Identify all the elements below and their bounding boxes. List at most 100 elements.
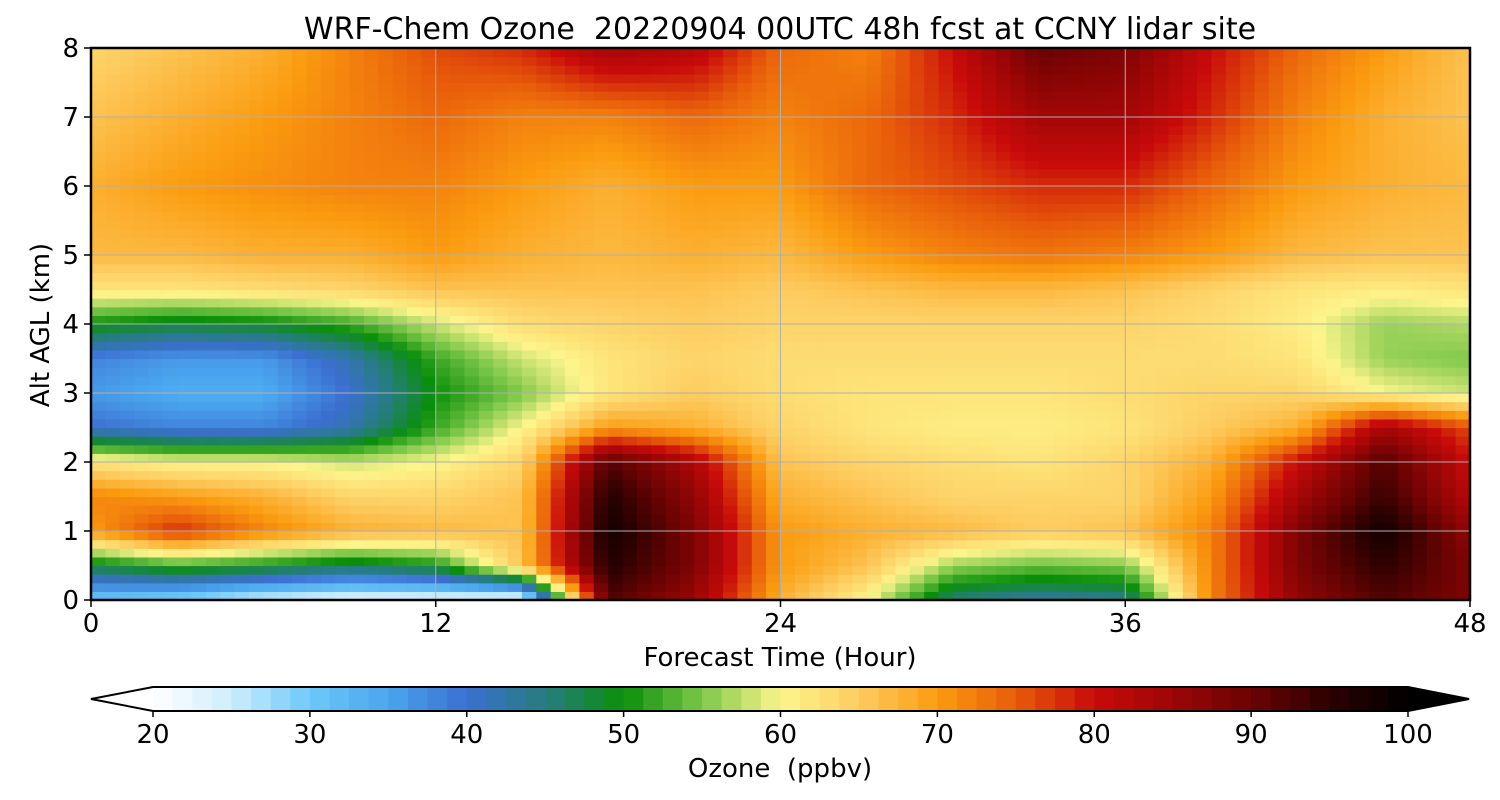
heatmap-cell xyxy=(1082,444,1098,454)
heatmap-cell xyxy=(177,194,193,204)
heatmap-cell xyxy=(866,574,882,584)
heatmap-cell xyxy=(349,341,365,351)
heatmap-cell xyxy=(292,436,308,446)
heatmap-cell xyxy=(306,194,322,204)
heatmap-cell xyxy=(105,246,121,256)
heatmap-cell xyxy=(421,513,437,523)
heatmap-cell xyxy=(1369,375,1385,385)
heatmap-cell xyxy=(579,151,595,161)
heatmap-cell xyxy=(1182,186,1198,196)
heatmap-cell xyxy=(205,151,221,161)
heatmap-cell xyxy=(1326,349,1342,360)
heatmap-cell xyxy=(1010,513,1026,523)
heatmap-cell xyxy=(708,203,724,213)
heatmap-cell xyxy=(306,229,322,239)
heatmap-cell xyxy=(507,298,523,308)
heatmap-cell xyxy=(177,255,193,265)
heatmap-cell xyxy=(1340,220,1356,230)
heatmap-cell xyxy=(1168,496,1184,506)
heatmap-cell xyxy=(550,324,566,334)
heatmap-cell xyxy=(1297,436,1313,446)
heatmap-cell xyxy=(220,186,236,196)
heatmap-cell xyxy=(1355,574,1371,584)
heatmap-cell xyxy=(1110,548,1126,558)
heatmap-cell xyxy=(651,513,667,523)
heatmap-cell xyxy=(751,565,767,575)
heatmap-cell xyxy=(1240,505,1256,515)
heatmap-cell xyxy=(205,168,221,178)
heatmap-cell xyxy=(1455,298,1471,308)
heatmap-cell xyxy=(450,237,466,247)
heatmap-cell xyxy=(119,203,135,213)
heatmap-cell xyxy=(895,237,911,247)
heatmap-cell xyxy=(1110,505,1126,515)
heatmap-cell xyxy=(895,487,911,498)
heatmap-cell xyxy=(320,341,336,351)
heatmap-cell xyxy=(464,220,480,230)
heatmap-cell xyxy=(622,168,638,178)
heatmap-cell xyxy=(1153,367,1169,377)
heatmap-cell xyxy=(1340,306,1356,316)
heatmap-cell xyxy=(852,548,868,558)
heatmap-cell xyxy=(162,229,178,239)
heatmap-cell xyxy=(1125,418,1141,429)
heatmap-cell xyxy=(450,453,466,463)
heatmap-cell xyxy=(407,462,422,472)
heatmap-cell xyxy=(277,436,293,446)
heatmap-cell xyxy=(866,263,882,273)
heatmap-cell xyxy=(478,324,494,334)
heatmap-cell xyxy=(665,341,681,351)
heatmap-cell xyxy=(809,505,825,515)
heatmap-cell xyxy=(1010,496,1026,506)
heatmap-cell xyxy=(1168,556,1184,567)
heatmap-cell xyxy=(952,548,968,558)
heatmap-cell xyxy=(320,220,336,230)
heatmap-cell xyxy=(981,298,997,308)
heatmap-cell xyxy=(1311,194,1327,204)
heatmap-cell xyxy=(91,367,106,377)
heatmap-cell xyxy=(938,375,954,385)
heatmap-cell xyxy=(1168,487,1184,498)
heatmap-cell xyxy=(378,410,394,420)
heatmap-cell xyxy=(823,194,839,204)
heatmap-cell xyxy=(1211,410,1227,420)
heatmap-cell xyxy=(1211,462,1227,472)
heatmap-cell xyxy=(852,194,868,204)
heatmap-cell xyxy=(981,315,997,325)
heatmap-cell xyxy=(292,487,308,498)
heatmap-cell xyxy=(292,341,308,351)
heatmap-cell xyxy=(967,401,983,411)
heatmap-cell xyxy=(1383,246,1399,256)
heatmap-cell xyxy=(665,280,681,291)
heatmap-cell xyxy=(895,332,911,342)
heatmap-cell xyxy=(895,462,911,472)
heatmap-cell xyxy=(91,574,106,584)
heatmap-cell xyxy=(464,513,480,523)
heatmap-cell xyxy=(263,418,279,429)
heatmap-cell xyxy=(134,522,150,532)
heatmap-cell xyxy=(751,487,767,498)
heatmap-cell xyxy=(450,332,466,342)
heatmap-cell xyxy=(292,591,308,601)
heatmap-cell xyxy=(679,177,695,187)
heatmap-cell xyxy=(1082,418,1098,429)
heatmap-cell xyxy=(967,229,983,239)
heatmap-cell xyxy=(1297,237,1313,247)
heatmap-cell xyxy=(119,168,135,178)
heatmap-cell xyxy=(249,255,264,265)
heatmap-cell xyxy=(349,349,365,360)
heatmap-cell xyxy=(608,324,624,334)
heatmap-cell xyxy=(608,574,624,584)
heatmap-cell xyxy=(809,410,825,420)
heatmap-cell xyxy=(277,280,293,291)
heatmap-cell xyxy=(1110,332,1126,342)
heatmap-cell xyxy=(651,418,667,429)
heatmap-cell xyxy=(493,565,509,575)
heatmap-cell xyxy=(1398,479,1414,489)
heatmap-cell xyxy=(421,358,437,368)
heatmap-cell xyxy=(1053,324,1069,334)
heatmap-cell xyxy=(1211,229,1227,239)
heatmap-cell xyxy=(1110,203,1126,213)
heatmap-cell xyxy=(1082,367,1098,377)
heatmap-cell xyxy=(249,591,264,601)
